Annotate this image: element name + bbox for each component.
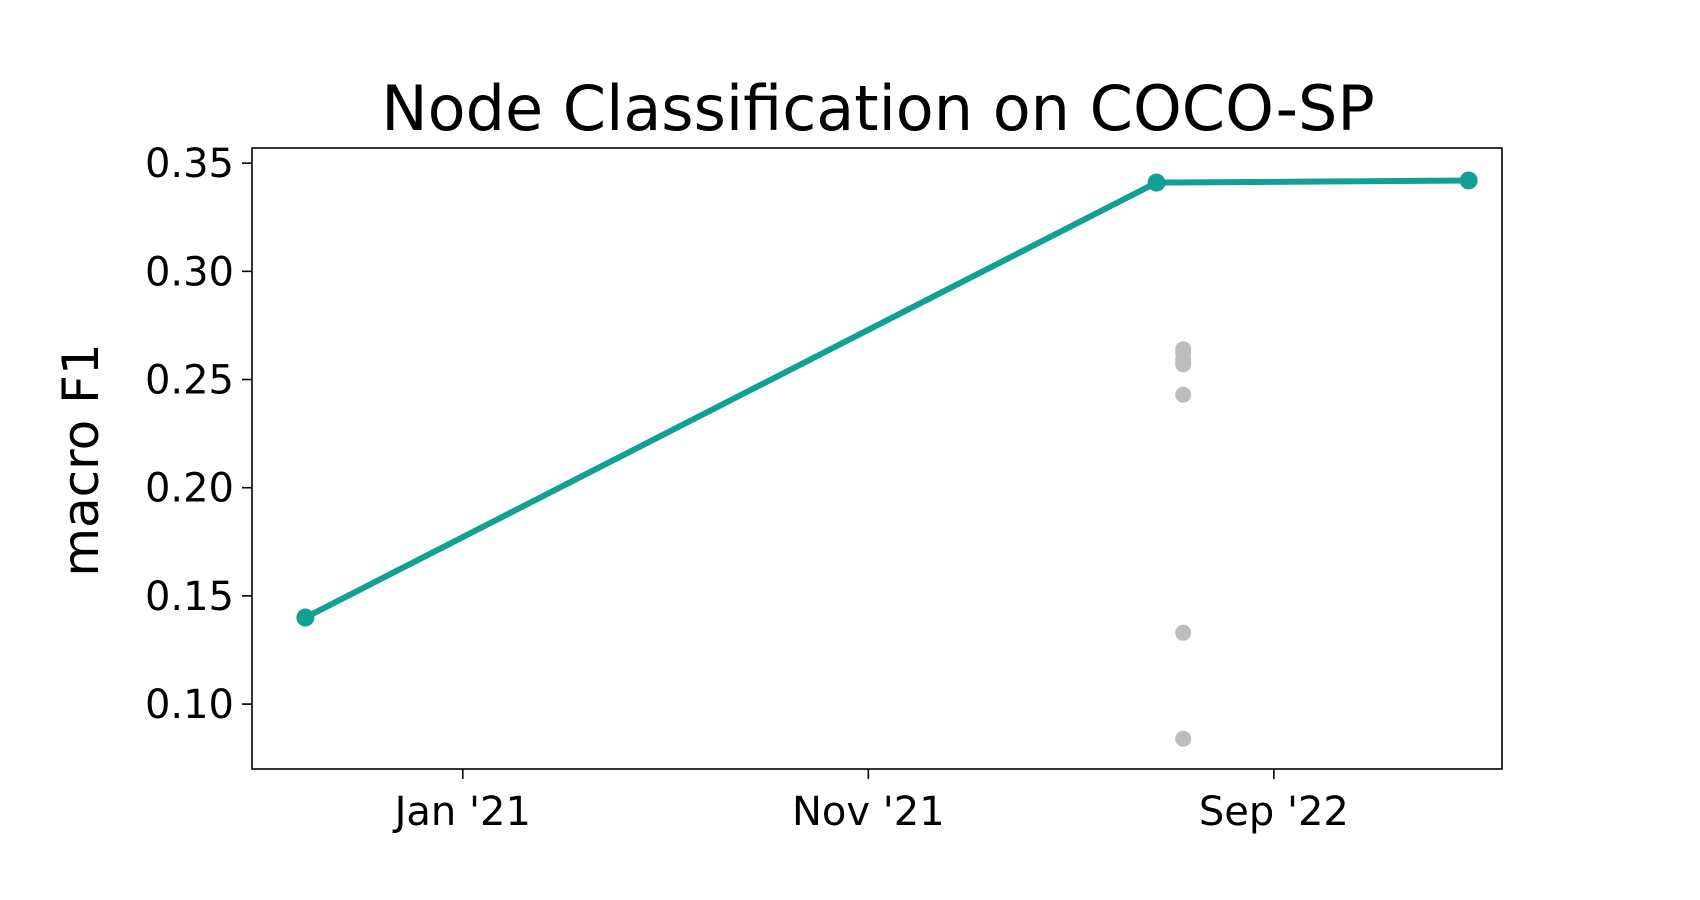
line-point <box>1147 173 1166 192</box>
scatter-point <box>1175 624 1192 641</box>
scatter-point <box>1175 386 1192 403</box>
line-point <box>296 608 315 627</box>
y-tick-label: 0.25 <box>145 358 234 404</box>
y-axis-label: macro F1 <box>52 343 110 576</box>
y-tick-label: 0.10 <box>145 682 234 728</box>
line-point <box>1459 171 1478 190</box>
y-tick-label: 0.15 <box>145 574 234 620</box>
scatter-point <box>1175 356 1192 373</box>
axes: 0.10 0.15 0.20 0.25 0.30 0.35 Jan '21 Nov '21 Se… <box>145 141 1349 835</box>
x-tick-label: Sep '22 <box>1199 789 1349 835</box>
y-tick-label: 0.35 <box>145 141 234 187</box>
plot-series <box>296 171 1478 747</box>
x-tick-label: Jan '21 <box>392 789 531 835</box>
plot-frame <box>251 147 1503 770</box>
series-line <box>303 177 1469 621</box>
chart-title: Node Classification on COCO-SP <box>381 72 1374 145</box>
y-tick-label: 0.20 <box>145 466 234 512</box>
scatter-point <box>1175 730 1192 747</box>
x-tick-label: Nov '21 <box>792 789 945 835</box>
y-tick-label: 0.30 <box>145 249 234 295</box>
